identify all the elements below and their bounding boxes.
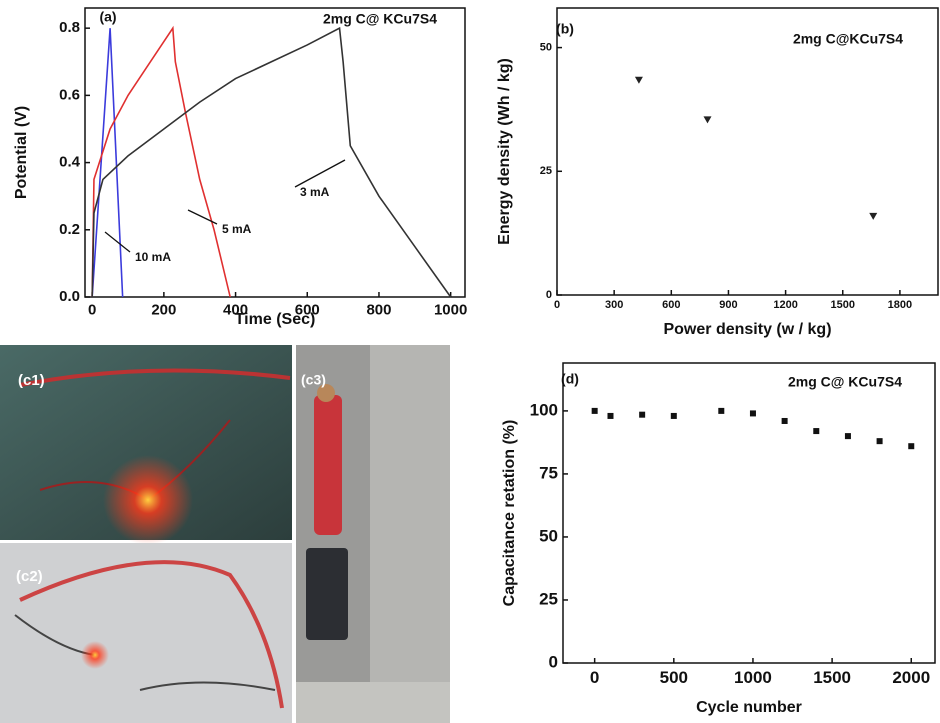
photo-label: (c3) — [301, 372, 326, 388]
leader-line — [294, 159, 346, 188]
electrode-bottom — [306, 548, 348, 640]
series-label: 3 mA — [300, 185, 330, 199]
x-tick-label: 0 — [590, 668, 599, 687]
plot-frame — [556, 7, 939, 296]
x-axis-label: Power density (w / kg) — [663, 321, 831, 338]
x-tick-label: 600 — [295, 301, 320, 318]
point — [908, 443, 915, 450]
led-glow — [103, 455, 193, 545]
y-tick-label: 25 — [539, 589, 558, 608]
y-tick-label: 25 — [540, 165, 552, 177]
x-tick-label: 1000 — [434, 301, 467, 318]
device-strip — [19, 560, 284, 709]
plot-frame — [562, 362, 936, 664]
point — [607, 412, 614, 419]
y-axis-label: Energy density (Wh / kg) — [496, 58, 513, 245]
y-tick-label: 0.2 — [59, 221, 80, 238]
x-tick-label: 800 — [366, 301, 391, 318]
led-glow — [81, 641, 109, 669]
y-tick-label: 50 — [540, 41, 552, 53]
line-series — [91, 28, 124, 298]
x-tick-label: 0 — [554, 299, 560, 311]
photo-label: (c1) — [18, 372, 45, 389]
x-tick-label: 400 — [223, 301, 248, 318]
x-tick-label: 1500 — [831, 299, 855, 311]
panel-label: (b) — [556, 21, 574, 37]
annotation: 2mg C@ KCu7S4 — [788, 374, 902, 390]
x-tick-label: 1000 — [734, 668, 772, 687]
photo-c3: (c3) — [296, 345, 450, 723]
x-tick-label: 2000 — [892, 668, 930, 687]
x-axis-label: Time (Sec) — [235, 311, 316, 328]
point — [639, 411, 646, 418]
y-tick-label: 75 — [539, 463, 558, 482]
annotation: 2mg C@KCu7S4 — [793, 31, 903, 47]
plot-frame — [84, 7, 466, 298]
x-tick-label: 500 — [660, 668, 688, 687]
y-tick-label: 0.6 — [59, 86, 80, 103]
point — [813, 428, 820, 435]
point — [718, 407, 725, 414]
line-series — [91, 26, 452, 298]
photo-background — [0, 543, 292, 723]
point — [844, 433, 851, 440]
point — [591, 407, 598, 414]
x-tick-label: 1500 — [813, 668, 851, 687]
x-tick-label: 900 — [719, 299, 737, 311]
y-tick-label: 0.4 — [59, 154, 81, 171]
panel-label: (a) — [99, 9, 116, 25]
ruler-bottom — [296, 682, 450, 723]
x-tick-label: 300 — [605, 299, 623, 311]
point — [876, 438, 883, 445]
y-axis-label: Potential (V) — [13, 106, 30, 199]
series-label: 10 mA — [135, 250, 171, 264]
line-series — [91, 25, 231, 298]
x-tick-label: 1200 — [773, 299, 797, 311]
ruler — [370, 345, 450, 723]
y-tick-label: 0.0 — [59, 288, 80, 305]
leader-line — [187, 209, 218, 225]
point — [869, 212, 878, 220]
x-tick-label: 200 — [151, 301, 176, 318]
electrode-top — [317, 384, 335, 402]
x-tick-label: 0 — [88, 301, 96, 318]
photo-c2: (c2) — [0, 543, 292, 723]
point — [703, 116, 712, 124]
y-axis-label: Capacitance retation (%) — [501, 420, 518, 607]
x-tick-label: 1800 — [888, 299, 912, 311]
y-tick-label: 50 — [539, 526, 558, 545]
x-tick-label: 600 — [662, 299, 680, 311]
point — [781, 417, 788, 424]
point — [634, 76, 643, 84]
panel-label: (d) — [561, 371, 579, 387]
device-body — [314, 395, 342, 535]
leader-line — [104, 231, 131, 253]
series-label: 5 mA — [222, 222, 252, 236]
y-tick-label: 0.8 — [59, 19, 80, 36]
x-axis-label: Cycle number — [696, 699, 802, 716]
y-tick-label: 0 — [549, 652, 558, 671]
photo-c1: (c1) — [0, 345, 292, 545]
point — [670, 412, 677, 419]
annotation: 2mg C@ KCu7S4 — [323, 11, 437, 27]
y-tick-label: 0 — [546, 289, 552, 301]
device-strip — [19, 368, 291, 387]
y-tick-label: 100 — [530, 400, 558, 419]
point — [749, 410, 756, 417]
photo-label: (c2) — [16, 568, 43, 585]
